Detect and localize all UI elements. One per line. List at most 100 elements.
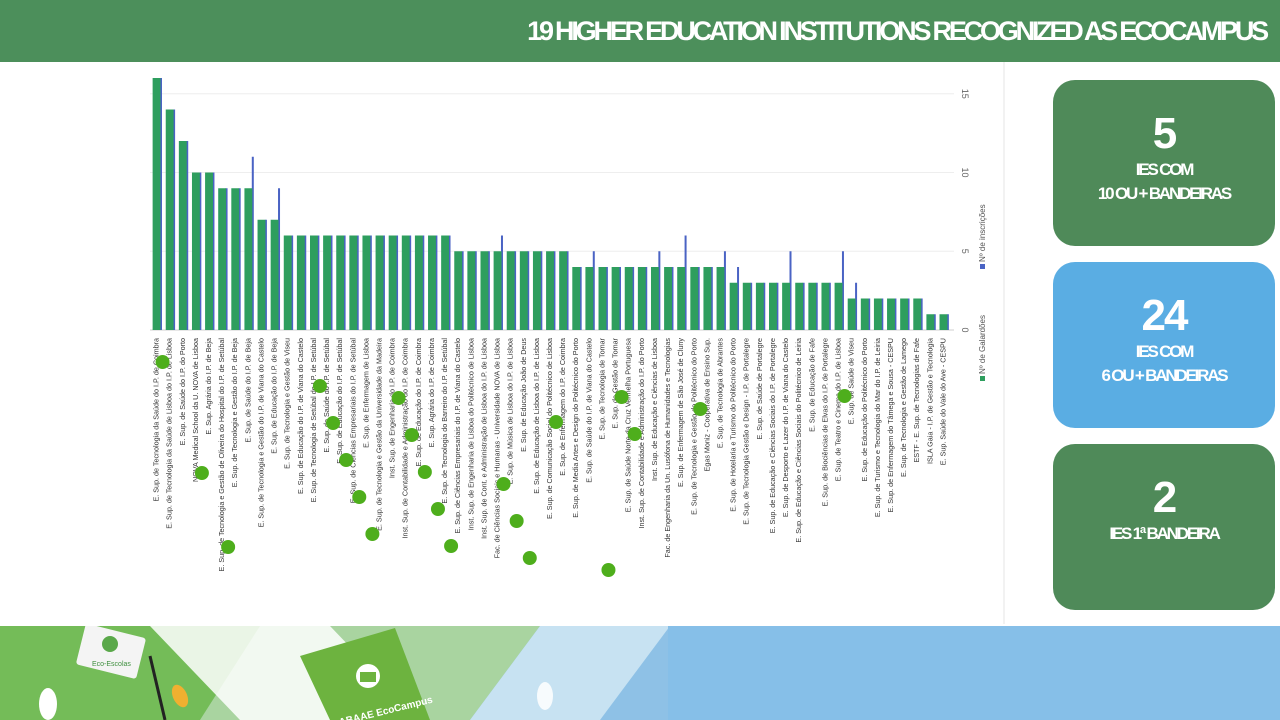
footer-banner: Eco-Escolas ABAAE EcoCampus: [0, 626, 1280, 720]
recognition-marker: [339, 453, 354, 467]
stat-sublabel: 6 OU + BANDEIRAS: [1101, 366, 1229, 385]
bar-inscricoes: [396, 235, 399, 330]
bar-inscricoes: [632, 267, 635, 330]
bar-inscricoes: [159, 78, 162, 330]
x-tick-label: E. Sup. de Educação João de Deus: [519, 338, 528, 452]
bar-galardoes: [860, 298, 869, 330]
x-tick-label: E. Sup. de Educação e Ciências Sociais d…: [768, 338, 777, 533]
recognition-marker: [837, 389, 852, 403]
recognition-marker: [391, 391, 406, 405]
bar-inscricoes: [750, 282, 753, 330]
bar-inscricoes: [841, 251, 844, 330]
bar-galardoes: [388, 235, 397, 330]
bar-galardoes: [375, 235, 384, 330]
bar-inscricoes: [343, 235, 346, 330]
chart-y-ticks: 0 5 10 15: [960, 89, 970, 333]
bar-inscricoes: [697, 267, 700, 330]
bar-galardoes: [257, 219, 266, 330]
bar-galardoes: [493, 251, 502, 330]
x-tick-label: NOVA Medical School da U. NOVA de Lisboa: [191, 338, 200, 482]
recognition-marker: [522, 551, 537, 565]
bar-galardoes: [677, 267, 686, 330]
bar-inscricoes: [907, 298, 910, 330]
chart-markers: [155, 355, 852, 577]
recognition-marker: [326, 416, 341, 430]
bar-galardoes: [572, 267, 581, 330]
bar-galardoes: [270, 219, 279, 330]
x-tick-label: ISLA Gaia - I.P. de Gestão e Tecnologia: [925, 338, 934, 464]
bar-inscricoes: [264, 219, 267, 330]
x-tick-label: E. Sup. de Educação do I.P. de Viana do …: [296, 338, 305, 494]
recognition-marker: [155, 355, 170, 369]
recognition-marker: [693, 402, 708, 416]
bar-inscricoes: [487, 251, 490, 330]
bar-inscricoes: [173, 109, 176, 330]
bar-galardoes: [664, 267, 672, 330]
bar-galardoes: [769, 282, 777, 330]
bar-inscricoes: [212, 172, 215, 330]
stat-card-10-flags: 5 IES COM 10 OU + BANDEIRAS: [1053, 80, 1275, 246]
x-tick-label: Fac. de Ciências Sociais e Humanas - Uni…: [493, 338, 502, 558]
bar-inscricoes: [802, 282, 805, 330]
x-tick-label: E. Sup. de Música de Lisboa do I.P. de L…: [506, 338, 515, 485]
bar-galardoes: [808, 282, 817, 330]
bar-galardoes: [650, 267, 659, 330]
stat-number: 5: [1152, 109, 1177, 158]
x-tick-label: E. Sup. Agrária do I.P. de Beja: [204, 338, 213, 435]
bar-inscricoes: [710, 267, 713, 330]
x-tick-label: E. Sup. de Educação de Lisboa do I.P. de…: [532, 338, 541, 494]
x-tick-label: E. Sup. de Saúde de Viseu: [847, 338, 856, 424]
x-tick-label: Inst. Sup. de Cont. e Administração de L…: [479, 338, 488, 539]
x-tick-label: E. Sup. de Enfermagem de São José de Clu…: [676, 338, 685, 487]
x-tick-label: E. Sup. de Educação do I.P. de Beja: [270, 338, 279, 454]
x-tick-label: E. Sup. de Desporto e Lazer do I.P. de V…: [781, 338, 790, 517]
bar-galardoes: [847, 298, 856, 330]
x-tick-label: E. Sup. de Tecnologia e Gestão do Polité…: [689, 338, 698, 515]
small-flag-text: Eco-Escolas: [92, 661, 131, 668]
stat-label: IES 1ª BANDEIRA: [1109, 524, 1221, 543]
x-tick-label: E. Sup. de Enfermagem de Lisboa: [361, 338, 370, 448]
x-tick-label: E. Sup. de Tecnologia Gestão e Design - …: [742, 338, 751, 525]
x-tick-label: E. Sup. de Tecnologia e Gestão da Univer…: [375, 338, 384, 531]
bar-galardoes: [887, 298, 895, 330]
bar-galardoes: [323, 235, 331, 330]
bar-galardoes: [637, 267, 646, 330]
bar-galardoes: [178, 141, 187, 330]
y-tick-label: 15: [960, 89, 970, 99]
bar-galardoes: [873, 298, 882, 330]
bar-galardoes: [585, 267, 594, 330]
bar-inscricoes: [422, 235, 425, 330]
x-tick-label: E. Sup. de Enfermagem do I.P. de Coimbra: [558, 338, 567, 476]
bar-galardoes: [729, 282, 738, 330]
bar-inscricoes: [382, 235, 385, 330]
recognition-marker: [352, 490, 367, 504]
bar-galardoes: [191, 172, 200, 330]
x-tick-label: E. Sup. de Tecnologia e Gestão de Olivei…: [217, 338, 226, 572]
bar-inscricoes: [435, 235, 438, 330]
small-flag-ecoescolas: Eco-Escolas: [76, 626, 146, 679]
x-tick-label: E. Sup. de Tecnologia e Gestão do I.P. d…: [256, 338, 265, 527]
bar-inscricoes: [946, 314, 949, 330]
stat-sublabel: 10 OU + BANDEIRAS: [1097, 184, 1232, 203]
bar-inscricoes: [474, 251, 477, 330]
bar-galardoes: [428, 235, 436, 330]
x-tick-label: E. Sup. de Enfermagem do Tâmega e Sousa …: [886, 338, 895, 512]
bar-inscricoes: [461, 251, 464, 330]
x-tick-label: E. Sup. de Educação do I.P. de Coimbra: [414, 338, 423, 467]
bar-galardoes: [454, 251, 463, 330]
x-tick-label: E. Sup. de Tecnologia de Setúbal do I.P.…: [309, 338, 318, 503]
bar-inscricoes: [933, 314, 936, 330]
legend-label-inscricoes: Nº de inscrições: [978, 204, 987, 262]
bar-inscricoes: [225, 188, 228, 330]
x-tick-label: E. Sup. de Saúde do I.P. de Beja: [243, 338, 252, 443]
bar-inscricoes: [514, 251, 517, 330]
x-tick-label: E. Sup. de Tecnologia e Gestão do I.P. d…: [230, 338, 239, 487]
bar-inscricoes: [723, 251, 726, 330]
x-tick-label: E. Sup. de Turismo e Tecnologia do Mar d…: [873, 338, 882, 517]
bar-inscricoes: [592, 251, 595, 330]
bar-galardoes: [690, 267, 699, 330]
bar-inscricoes: [409, 235, 412, 330]
bar-inscricoes: [330, 235, 333, 330]
bar-galardoes: [926, 314, 935, 330]
bar-inscricoes: [605, 267, 608, 330]
